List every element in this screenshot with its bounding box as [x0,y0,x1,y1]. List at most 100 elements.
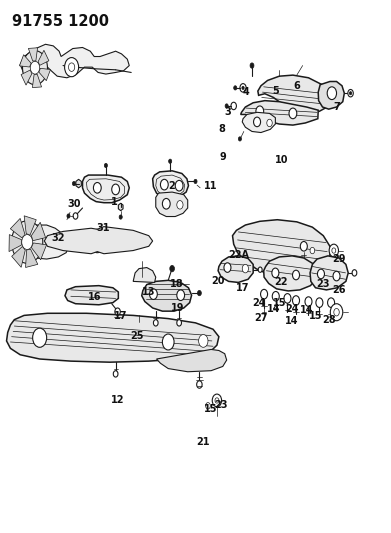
Circle shape [73,213,78,219]
Circle shape [240,84,246,92]
Circle shape [327,87,337,100]
Polygon shape [233,220,330,277]
Circle shape [32,328,47,348]
Circle shape [348,90,353,97]
Text: 1: 1 [111,197,118,207]
Text: 4: 4 [243,87,249,97]
Polygon shape [31,243,47,260]
Polygon shape [242,112,275,133]
Text: 14: 14 [267,304,280,314]
Circle shape [175,180,183,191]
Polygon shape [152,171,188,198]
Circle shape [22,235,32,249]
Text: 14: 14 [300,305,314,315]
Circle shape [258,267,262,272]
Text: 91755 1200: 91755 1200 [13,14,109,29]
Circle shape [212,394,222,407]
Text: 2: 2 [169,181,176,191]
Text: 8: 8 [219,124,226,134]
Circle shape [113,370,118,377]
Circle shape [250,63,254,68]
Text: 14: 14 [285,316,299,326]
Circle shape [224,263,231,272]
Text: 21: 21 [196,437,209,447]
Polygon shape [39,68,50,80]
Circle shape [197,290,201,296]
Text: 9: 9 [219,152,226,162]
Text: 15: 15 [309,311,322,321]
Circle shape [352,270,357,276]
Polygon shape [20,55,31,67]
Polygon shape [218,256,253,282]
Polygon shape [16,225,69,259]
Polygon shape [31,222,46,241]
Circle shape [305,297,312,306]
Circle shape [253,117,260,127]
Circle shape [194,179,197,183]
Circle shape [350,92,352,95]
Polygon shape [20,44,129,78]
Text: 30: 30 [67,199,81,209]
Circle shape [317,269,325,279]
Polygon shape [83,175,129,203]
Circle shape [272,268,279,278]
Circle shape [65,58,79,77]
Text: 11: 11 [204,181,218,191]
Circle shape [260,289,267,299]
Polygon shape [38,50,49,66]
Circle shape [330,304,343,321]
Text: 28: 28 [322,314,335,325]
Circle shape [89,229,106,253]
Polygon shape [118,203,123,211]
Circle shape [93,182,101,193]
Text: 19: 19 [171,303,185,313]
Circle shape [292,296,300,305]
Text: 6: 6 [293,81,300,91]
Polygon shape [264,256,317,291]
Text: 24: 24 [285,304,299,314]
Text: 17: 17 [235,283,249,293]
Text: 23: 23 [317,279,330,288]
Circle shape [162,198,170,209]
Circle shape [310,247,315,254]
Text: 7: 7 [333,102,340,112]
Polygon shape [76,179,81,188]
Polygon shape [7,313,219,362]
Text: 22A: 22A [229,250,249,260]
Text: 22: 22 [274,278,288,287]
Text: 15: 15 [273,297,286,308]
Circle shape [239,137,242,141]
Polygon shape [156,192,188,216]
Circle shape [162,334,174,350]
Text: 31: 31 [96,223,109,233]
Circle shape [169,159,172,164]
Circle shape [160,179,168,190]
Circle shape [272,292,279,301]
Text: 27: 27 [254,312,268,322]
Text: 25: 25 [130,330,144,341]
Text: 5: 5 [272,86,279,96]
Circle shape [267,119,272,127]
Text: 26: 26 [332,285,346,295]
Circle shape [242,264,249,273]
Circle shape [199,335,208,348]
Polygon shape [12,246,25,268]
Text: 32: 32 [52,233,65,243]
Polygon shape [142,280,192,311]
Circle shape [316,298,323,308]
Circle shape [115,308,120,316]
Circle shape [149,289,157,300]
Circle shape [67,214,70,218]
Text: 24: 24 [252,297,265,308]
Circle shape [242,86,244,90]
Text: 23: 23 [215,400,228,410]
Text: 13: 13 [142,287,156,297]
Circle shape [225,104,228,108]
Circle shape [12,221,43,263]
Circle shape [206,402,210,409]
Polygon shape [241,101,318,125]
Text: 20: 20 [212,277,225,286]
Polygon shape [25,249,38,268]
Circle shape [112,184,120,195]
Circle shape [153,320,158,326]
